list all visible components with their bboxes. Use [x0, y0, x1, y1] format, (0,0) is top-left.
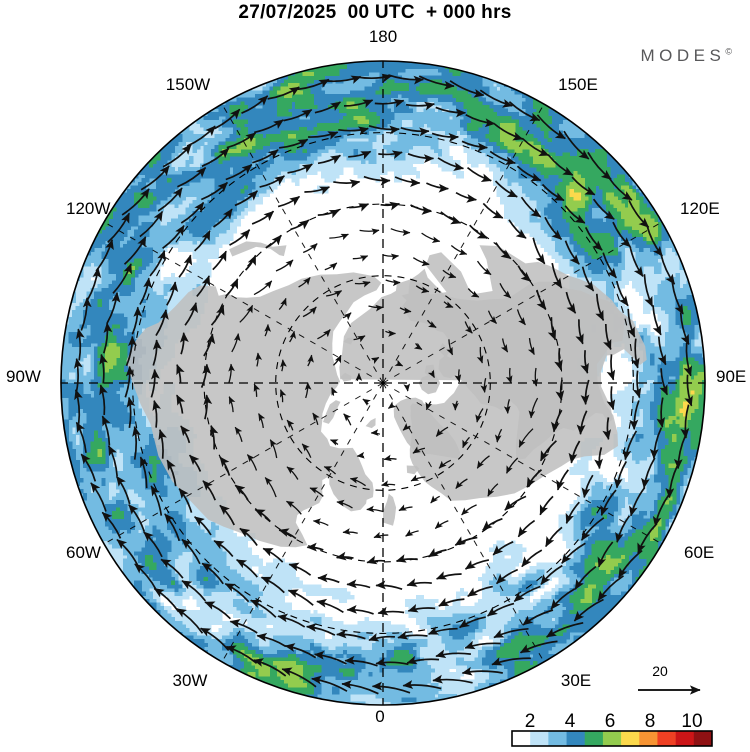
wind-key-label: 20: [652, 663, 668, 679]
longitude-label-60w: 60W: [66, 543, 101, 562]
colorbar-swatch[interactable]: [693, 731, 713, 746]
modes-logo: MODES©: [641, 46, 732, 66]
colorbar-tick-label: 4: [565, 711, 576, 732]
colorbar-frame: [511, 730, 713, 747]
longitude-label-30w: 30W: [173, 671, 208, 690]
colorbar-swatch[interactable]: [621, 731, 640, 746]
wind-vectors: [74, 73, 693, 695]
colorbar-tick-label: 10: [681, 711, 702, 732]
longitude-labels: 180 150W 120W 90W 60W 30W 0 30E 60E 90E 120E 150E: [6, 27, 746, 726]
longitude-label-0: 0: [375, 707, 384, 726]
longitude-label-150w: 150W: [166, 75, 210, 94]
page-title: 27/07/2025 00 UTC + 000 hrs: [238, 2, 512, 23]
colorbar-swatch[interactable]: [657, 731, 676, 746]
longitude-label-120w: 120W: [66, 199, 110, 218]
wind-scale-key: 20: [638, 663, 701, 695]
colorbar-tick-label: 2: [525, 711, 536, 732]
colorbar-swatch[interactable]: [639, 731, 658, 746]
colorbar[interactable]: 2 4 6 8 10: [511, 711, 713, 747]
modes-logo-text: MODES: [640, 46, 726, 65]
colorbar-swatch[interactable]: [548, 731, 567, 746]
longitude-label-60e: 60E: [684, 543, 714, 562]
colorbar-swatch[interactable]: [602, 731, 622, 746]
longitude-label-120e: 120E: [680, 199, 720, 218]
colorbar-swatch[interactable]: [584, 731, 604, 746]
colorbar-swatch[interactable]: [675, 731, 695, 746]
longitude-label-90w: 90W: [6, 367, 41, 386]
copyright-mark: ©: [725, 46, 732, 57]
colorbar-swatch[interactable]: [512, 731, 531, 746]
map-outline: [60, 60, 706, 706]
longitude-label-30e: 30E: [561, 671, 591, 690]
longitude-label-150e: 150E: [558, 75, 598, 94]
longitude-label-180: 180: [369, 27, 397, 46]
colorbar-tick-label: 8: [645, 711, 656, 732]
colorbar-swatch[interactable]: [566, 731, 586, 746]
longitude-label-90e: 90E: [716, 367, 746, 386]
colorbar-swatch[interactable]: [530, 731, 549, 746]
colorbar-tick-label: 6: [605, 711, 616, 732]
